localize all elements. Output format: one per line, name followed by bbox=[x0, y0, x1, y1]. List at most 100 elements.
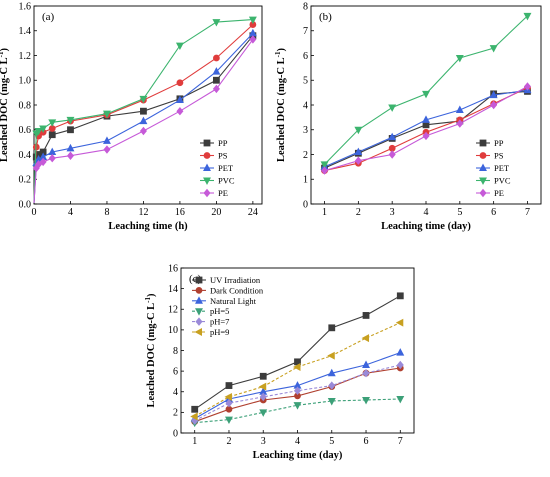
data-point bbox=[320, 161, 329, 169]
x-tick-label: 1 bbox=[192, 436, 197, 447]
plot-frame bbox=[33, 5, 263, 205]
data-point bbox=[175, 95, 184, 104]
data-point bbox=[321, 166, 329, 175]
series-ph-9 bbox=[190, 318, 404, 421]
legend-marker bbox=[479, 188, 487, 198]
legend-label: PVC bbox=[494, 176, 511, 186]
legend-marker bbox=[203, 139, 211, 147]
legend-marker bbox=[194, 328, 203, 336]
y-tick-label: 16 bbox=[168, 263, 178, 274]
y-tick-label: 4 bbox=[173, 387, 178, 398]
x-axis-label: Leaching time (day) bbox=[253, 450, 343, 461]
data-point bbox=[489, 45, 498, 53]
data-point bbox=[396, 395, 405, 404]
legend-marker bbox=[195, 317, 203, 326]
data-point bbox=[396, 360, 404, 370]
data-point bbox=[395, 318, 404, 327]
data-point bbox=[212, 84, 220, 94]
y-axis-label: Leached DOC (mg-C L-1) bbox=[144, 293, 157, 408]
y-tick-label: 2 bbox=[303, 150, 308, 161]
data-point bbox=[259, 392, 267, 402]
data-point bbox=[354, 156, 362, 165]
y-tick-label: 12 bbox=[168, 305, 178, 316]
data-point bbox=[67, 126, 74, 134]
legend: PP PS PET PVC PE bbox=[200, 138, 235, 198]
y-tick-label: 1 bbox=[303, 175, 308, 186]
y-tick-label: 8 bbox=[173, 346, 178, 357]
data-point bbox=[48, 153, 56, 163]
panel-label: (b) bbox=[319, 11, 332, 23]
data-point bbox=[39, 157, 47, 167]
data-point bbox=[248, 16, 257, 25]
legend: PP PS PET PVC PE bbox=[476, 138, 511, 198]
legend-label: PE bbox=[494, 188, 504, 198]
data-point bbox=[362, 312, 370, 319]
series-ph-7 bbox=[191, 360, 404, 425]
data-point bbox=[388, 150, 396, 159]
data-point bbox=[212, 67, 221, 75]
data-point bbox=[396, 348, 405, 356]
y-tick-label: 1.4 bbox=[19, 26, 32, 37]
y-axis-label-main: Leached DOC (mg-C L bbox=[276, 57, 287, 162]
legend-label: PP bbox=[218, 138, 228, 148]
x-tick-label: 2 bbox=[356, 207, 361, 218]
x-tick-label: 4 bbox=[295, 436, 300, 447]
x-tick-label: 12 bbox=[138, 207, 148, 218]
data-point bbox=[258, 382, 267, 391]
data-point bbox=[489, 90, 498, 99]
data-point bbox=[523, 82, 531, 91]
data-point bbox=[225, 416, 233, 425]
x-tick-label: 7 bbox=[398, 436, 403, 447]
legend-marker bbox=[479, 152, 487, 159]
data-point bbox=[35, 160, 43, 169]
data-point bbox=[48, 119, 57, 127]
data-point bbox=[225, 382, 233, 389]
data-point bbox=[212, 54, 220, 62]
y-tick-label: 6 bbox=[173, 366, 178, 377]
data-point bbox=[191, 405, 199, 413]
data-point bbox=[362, 368, 370, 378]
data-point bbox=[140, 107, 147, 115]
y-tick-label: 0.8 bbox=[19, 100, 32, 111]
legend-label: UV Irradiation bbox=[210, 275, 261, 285]
series-pvc bbox=[320, 12, 532, 169]
x-tick-label: 1 bbox=[322, 207, 327, 218]
x-tick-label: 5 bbox=[329, 436, 334, 447]
data-point bbox=[354, 126, 363, 135]
y-tick-label: 10 bbox=[168, 325, 178, 336]
series-pe bbox=[321, 82, 531, 175]
legend-label: Dark Condition bbox=[210, 285, 264, 295]
legend-marker bbox=[203, 188, 211, 198]
y-axis-label: Leached DOC (mg-C L-1) bbox=[274, 47, 287, 162]
y-tick-label: 0 bbox=[303, 199, 308, 210]
data-point bbox=[212, 76, 220, 84]
y-tick-label: 0.0 bbox=[19, 199, 32, 210]
data-point bbox=[139, 126, 147, 136]
legend-marker bbox=[479, 177, 487, 185]
data-point bbox=[48, 131, 56, 139]
x-tick-label: 8 bbox=[104, 207, 109, 218]
x-tick-label: 3 bbox=[390, 207, 395, 218]
data-point bbox=[328, 324, 336, 332]
y-axis-label-tail: ) bbox=[276, 47, 287, 51]
y-axis-label-main: Leached DOC (mg-C L bbox=[146, 303, 157, 408]
data-point bbox=[455, 54, 464, 63]
legend-marker bbox=[479, 163, 487, 172]
data-point bbox=[66, 143, 75, 152]
data-point bbox=[422, 131, 430, 141]
series-pet bbox=[32, 28, 257, 203]
y-axis-label-sup: -1 bbox=[274, 51, 282, 57]
data-point bbox=[225, 398, 233, 408]
data-point bbox=[176, 106, 184, 116]
data-point bbox=[102, 110, 111, 119]
x-tick-label: 4 bbox=[68, 207, 73, 218]
data-point bbox=[327, 398, 336, 406]
data-point bbox=[293, 386, 302, 395]
y-axis-label-tail: ) bbox=[0, 47, 10, 51]
data-point bbox=[176, 79, 184, 87]
y-tick-label: 0.6 bbox=[19, 125, 32, 136]
data-point bbox=[39, 125, 48, 133]
legend-marker bbox=[195, 286, 203, 294]
y-tick-label: 7 bbox=[303, 26, 308, 37]
